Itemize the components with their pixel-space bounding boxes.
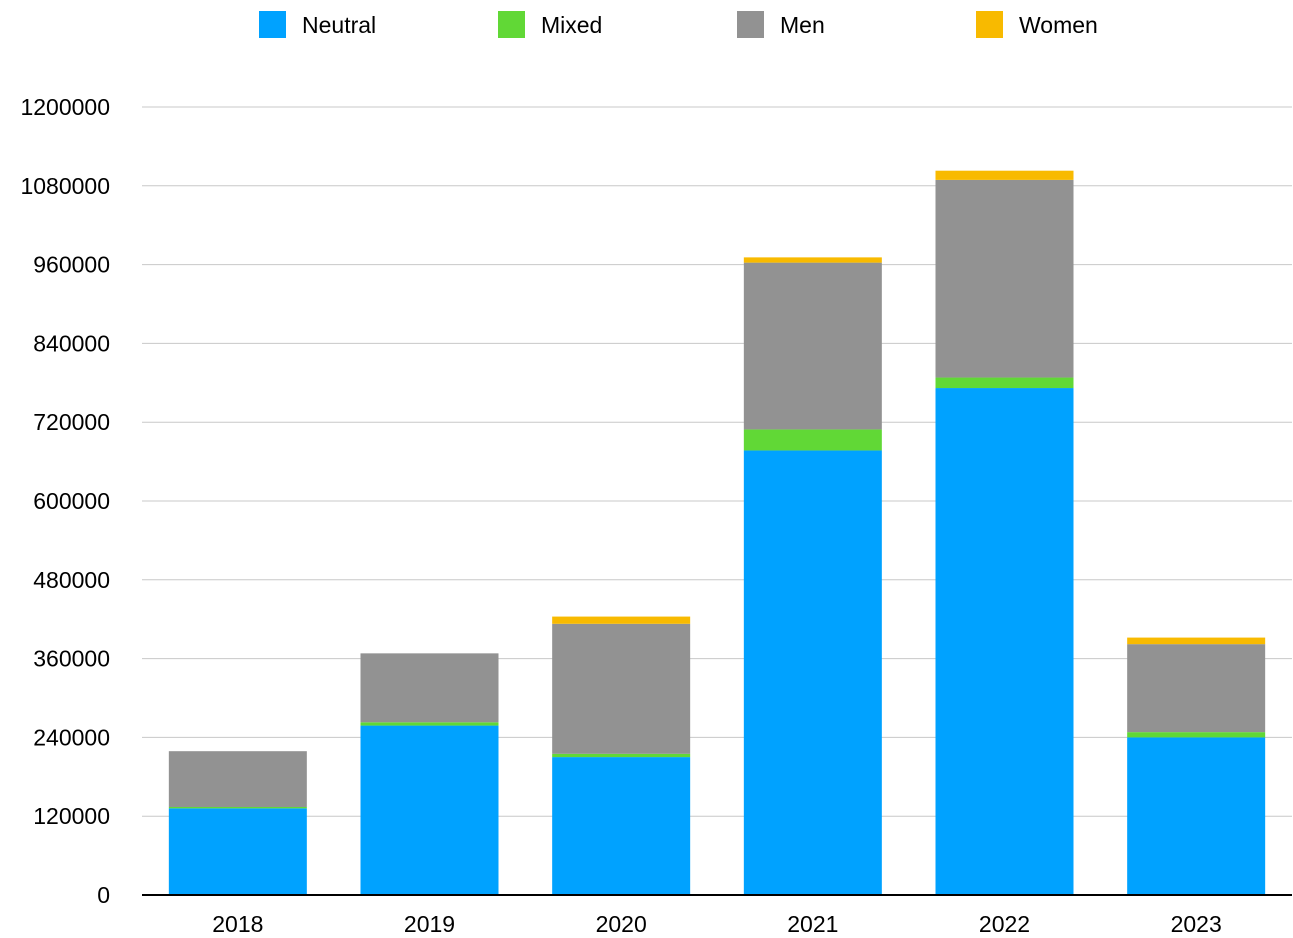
y-tick-label: 360000 [33,646,110,672]
bar-segment-mixed-2022 [935,377,1074,389]
x-tick-label: 2020 [596,911,647,937]
bar-segment-men-2019 [360,653,499,723]
y-tick-label: 240000 [33,724,110,750]
legend-label-mixed: Mixed [541,12,602,38]
x-axis: 2018 2019 2020 2021 2022 2023 [142,894,1292,937]
legend-swatch-women [976,11,1003,38]
legend-label-men: Men [780,12,825,38]
x-tick-label: 2023 [1171,911,1222,937]
y-tick-label: 720000 [33,409,110,435]
bar-segment-mixed-2021 [743,429,882,451]
x-tick-label: 2019 [404,911,455,937]
bar-segment-women-2022 [935,170,1074,180]
bar-segment-men-2020 [552,623,691,754]
bar-segment-neutral-2023 [1127,737,1266,895]
bar-segment-men-2023 [1127,644,1266,733]
bar-segment-men-2021 [743,262,882,430]
x-tick-label: 2022 [979,911,1030,937]
y-tick-label: 600000 [33,488,110,514]
bar-segment-neutral-2019 [360,725,499,895]
y-tick-label: 1200000 [20,94,110,120]
bar-segment-neutral-2021 [743,450,882,895]
bar-segment-neutral-2020 [552,757,691,895]
y-tick-label: 840000 [33,330,110,356]
bar-segment-men-2022 [935,179,1074,378]
bar-segment-mixed-2023 [1127,732,1266,738]
bars [168,170,1266,895]
bar-segment-women-2021 [743,257,882,263]
legend-swatch-neutral [259,11,286,38]
bar-segment-mixed-2018 [168,807,307,809]
y-axis-ticks: 0 120000 240000 360000 480000 600000 720000 840… [20,94,110,908]
legend-label-women: Women [1019,12,1098,38]
bar-segment-mixed-2020 [552,753,691,758]
gridlines [142,106,1292,817]
y-tick-label: 480000 [33,567,110,593]
y-tick-label: 960000 [33,252,110,278]
legend-label-neutral: Neutral [302,12,376,38]
bar-segment-neutral-2022 [935,388,1074,895]
y-tick-label: 0 [97,882,110,908]
bar-segment-men-2018 [168,751,307,808]
legend-swatch-mixed [498,11,525,38]
legend-swatch-men [737,11,764,38]
bar-segment-neutral-2018 [168,808,307,895]
bar-segment-women-2023 [1127,637,1266,645]
y-tick-label: 120000 [33,803,110,829]
x-tick-label: 2018 [212,911,263,937]
bar-segment-mixed-2019 [360,722,499,726]
bar-segment-women-2020 [552,616,691,624]
x-tick-label: 2021 [787,911,838,937]
y-tick-label: 1080000 [20,173,110,199]
legend: Neutral Mixed Men Women [259,11,1098,38]
